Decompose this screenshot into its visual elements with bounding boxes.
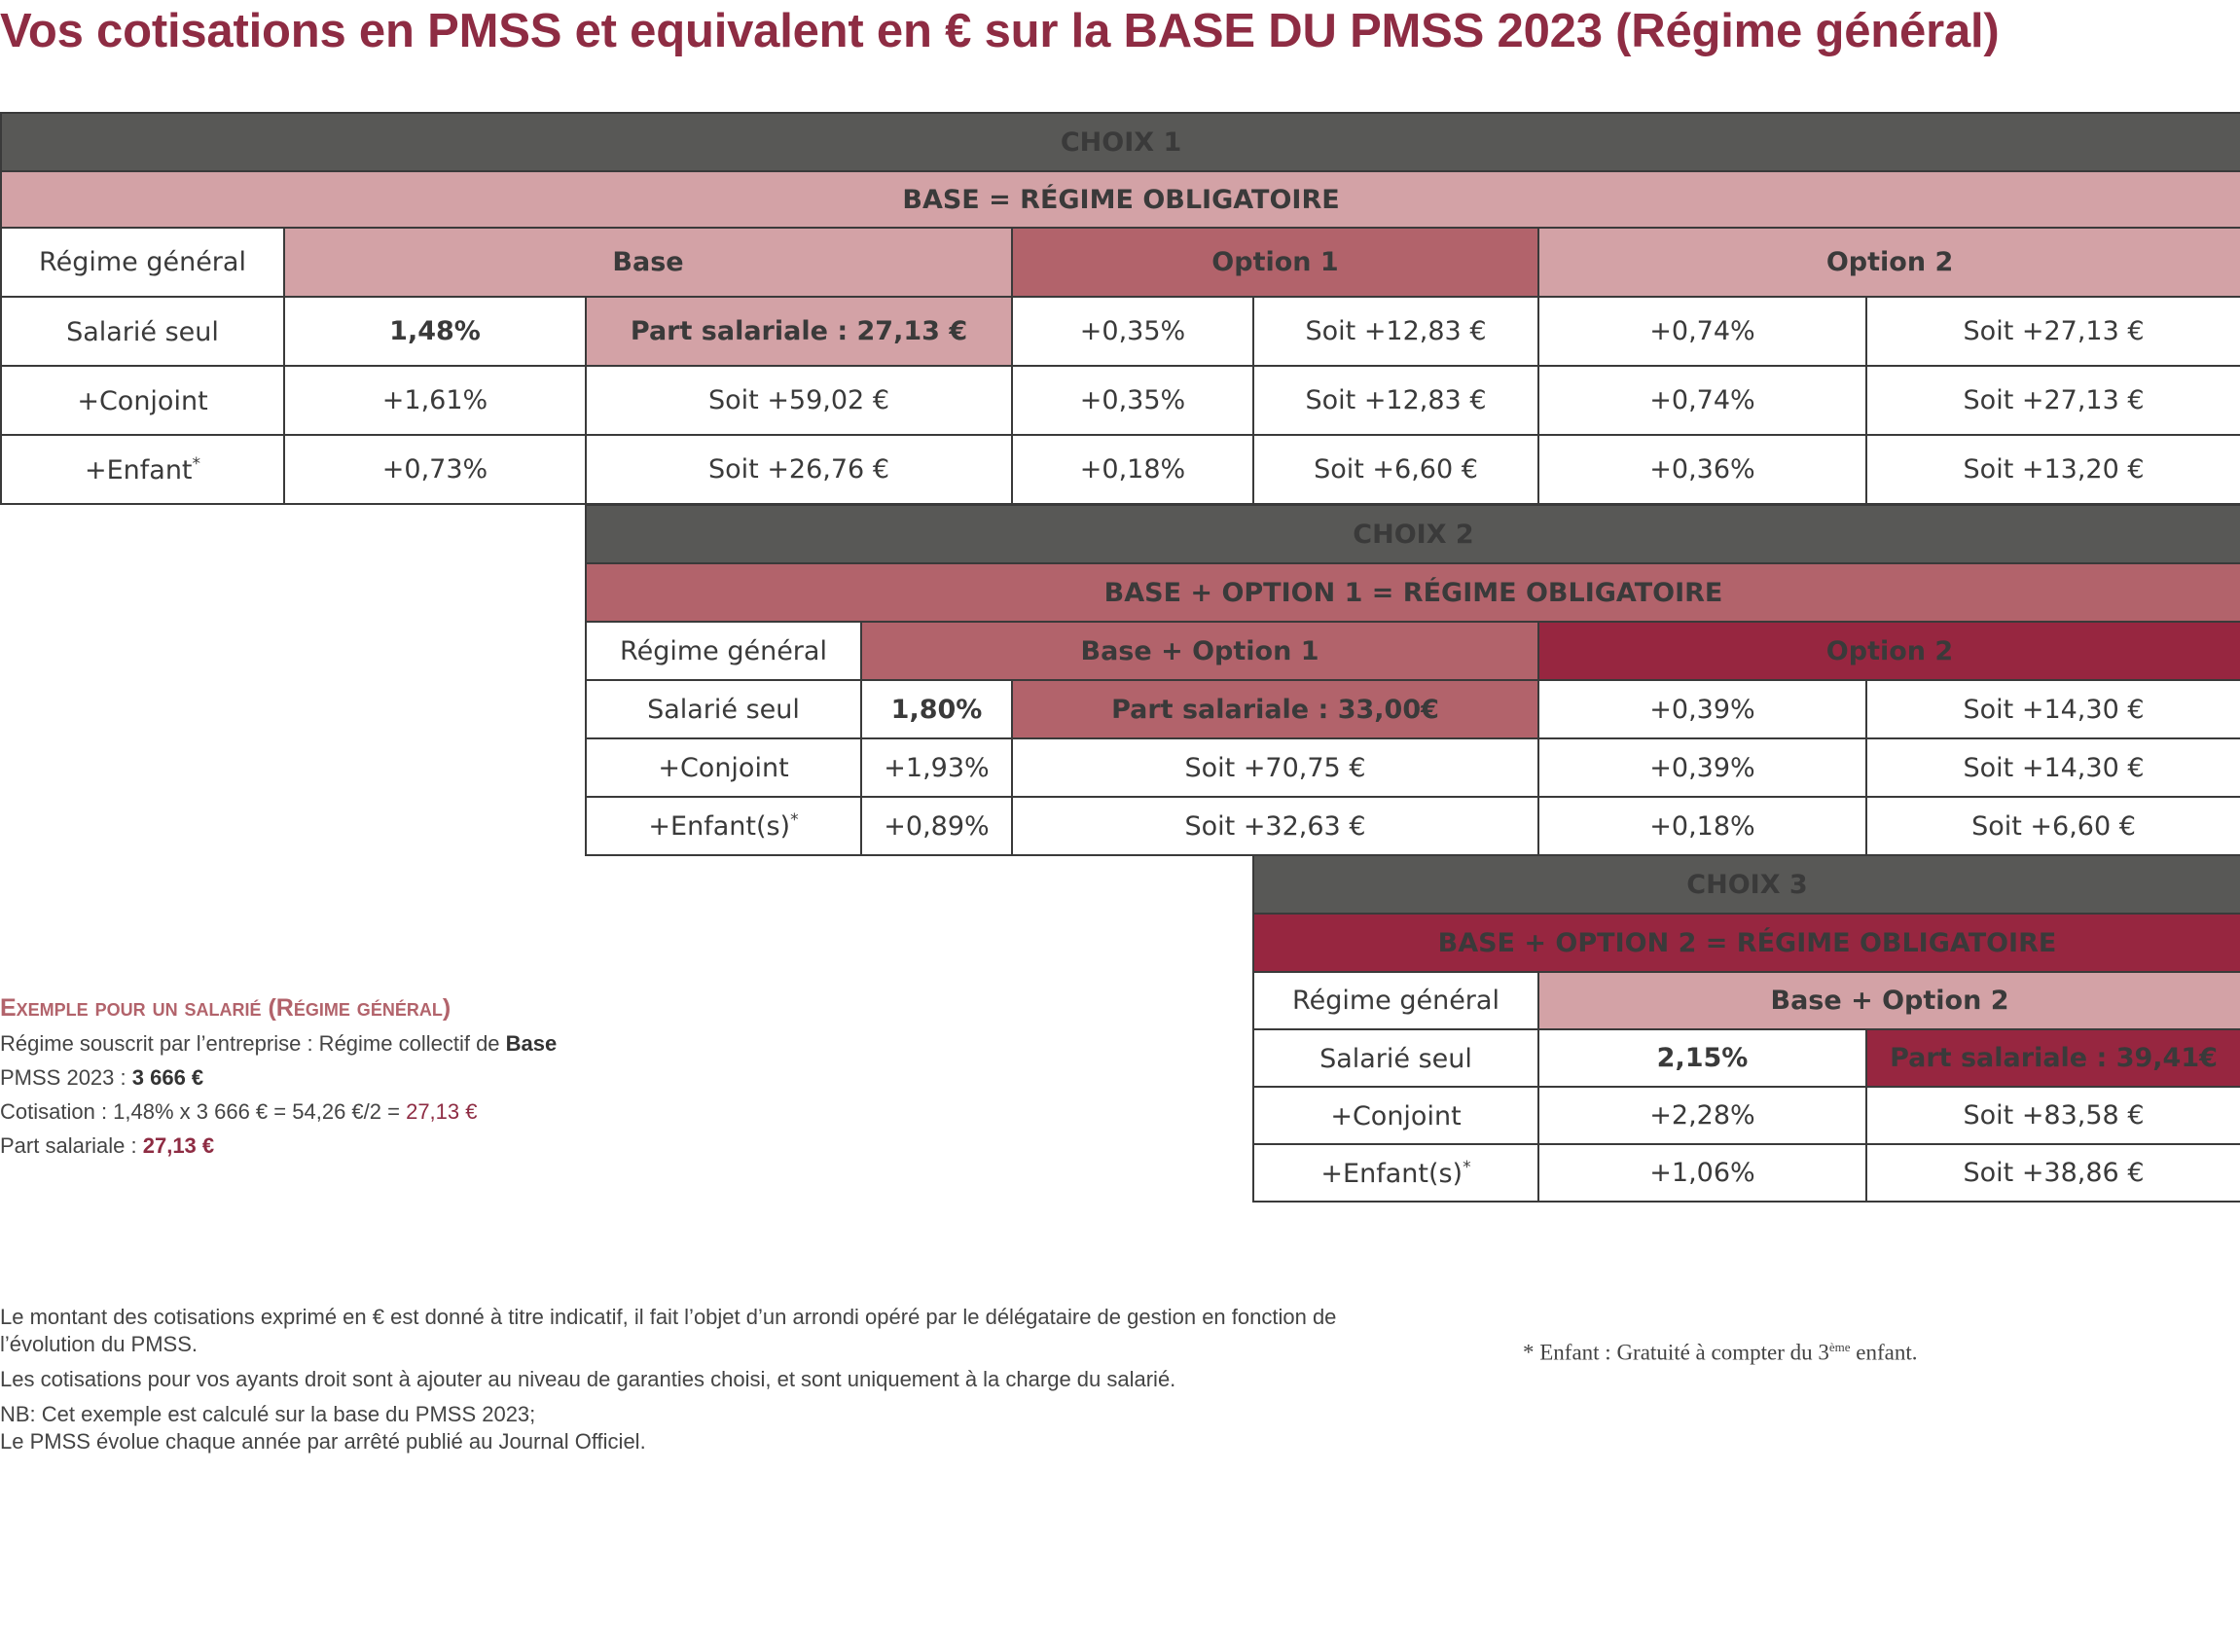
table-row: Salarié seul 1,80% Part salariale : 33,0… bbox=[585, 679, 2240, 739]
row-label: +Conjoint bbox=[1252, 1086, 1539, 1145]
note-nb: NB: Cet exemple est calculé sur la base … bbox=[0, 1402, 646, 1454]
row-label: Salarié seul bbox=[0, 296, 285, 367]
base-amount: Soit +59,02 € bbox=[585, 365, 1013, 436]
choix2-option2-header: Option 2 bbox=[1536, 621, 2240, 681]
example-line-part: Part salariale : 27,13 € bbox=[0, 1133, 215, 1158]
option2-rate: +0,18% bbox=[1537, 796, 1867, 856]
choix3-regime-label: Régime général bbox=[1252, 971, 1539, 1030]
footnote-enfant: * Enfant : Gratuité à compter du 3ème en… bbox=[1523, 1340, 1918, 1365]
example-line-regime: Régime souscrit par l’entreprise : Régim… bbox=[0, 1031, 558, 1056]
choix3-subheading: BASE + OPTION 2 = RÉGIME OBLIGATOIRE bbox=[1252, 913, 2240, 973]
base-rate: +2,28% bbox=[1537, 1086, 1867, 1145]
note-montant: Le montant des cotisations exprimé en € … bbox=[0, 1305, 1337, 1356]
example-title: Exemple pour un salarié (Régime général) bbox=[0, 994, 452, 1022]
choix2-regime-label: Régime général bbox=[585, 621, 862, 681]
part-salariale: Part salariale : 39,41€ bbox=[1865, 1028, 2240, 1088]
base-rate: +1,61% bbox=[283, 365, 587, 436]
option2-amount: Soit +14,30 € bbox=[1864, 737, 2240, 798]
choix2-subheading: BASE + OPTION 1 = RÉGIME OBLIGATOIRE bbox=[584, 562, 2240, 623]
choix2-base-header: Base + Option 1 bbox=[860, 621, 1539, 681]
option2-amount: Soit +14,30 € bbox=[1864, 679, 2240, 739]
option1-rate: +0,35% bbox=[1011, 296, 1254, 367]
option1-amount: Soit +12,83 € bbox=[1252, 296, 1539, 367]
table-row: +Enfant(s)* +1,06% Soit +38,86 € bbox=[1252, 1143, 2240, 1203]
base-rate: +1,06% bbox=[1537, 1143, 1867, 1203]
option2-rate: +0,36% bbox=[1537, 434, 1867, 505]
option2-rate: +0,39% bbox=[1537, 737, 1867, 798]
note-ayants-droit: Les cotisations pour vos ayants droit so… bbox=[0, 1367, 1176, 1391]
option2-amount: Soit +13,20 € bbox=[1864, 434, 2240, 505]
option1-amount: Soit +6,60 € bbox=[1252, 434, 1539, 505]
row-label: +Conjoint bbox=[585, 737, 862, 798]
row-label: +Conjoint bbox=[0, 365, 285, 436]
notes-block: Le montant des cotisations exprimé en € … bbox=[0, 1304, 1362, 1463]
table-row: +Conjoint +2,28% Soit +83,58 € bbox=[1252, 1086, 2240, 1145]
option2-rate: +0,74% bbox=[1537, 365, 1867, 436]
choix3-table: CHOIX 3 BASE + OPTION 2 = RÉGIME OBLIGAT… bbox=[1252, 854, 2240, 1203]
table-row: +Enfant(s)* +0,89% Soit +32,63 € +0,18% … bbox=[585, 796, 2240, 856]
option2-amount: Soit +6,60 € bbox=[1864, 796, 2240, 856]
option2-amount: Soit +27,13 € bbox=[1864, 365, 2240, 436]
base-amount: Soit +38,86 € bbox=[1865, 1143, 2240, 1203]
choix1-option2-header: Option 2 bbox=[1536, 227, 2240, 298]
row-label: +Enfant(s)* bbox=[1252, 1143, 1539, 1203]
table-row: Salarié seul 2,15% Part salariale : 39,4… bbox=[1252, 1028, 2240, 1088]
choix1-option1-header: Option 1 bbox=[1011, 227, 1539, 298]
base-rate: +0,73% bbox=[283, 434, 587, 505]
base-amount: Soit +32,63 € bbox=[1011, 796, 1539, 856]
choix1-subheading: BASE = RÉGIME OBLIGATOIRE bbox=[0, 170, 2240, 229]
base-amount: Soit +70,75 € bbox=[1011, 737, 1539, 798]
table-row: +Conjoint +1,93% Soit +70,75 € +0,39% So… bbox=[585, 737, 2240, 798]
base-amount: Soit +26,76 € bbox=[585, 434, 1013, 505]
option2-rate: +0,74% bbox=[1537, 296, 1867, 367]
choix3-heading: CHOIX 3 bbox=[1252, 854, 2240, 915]
base-amount: Soit +83,58 € bbox=[1865, 1086, 2240, 1145]
table-row: +Conjoint +1,61% Soit +59,02 € +0,35% So… bbox=[0, 365, 2240, 436]
page-title: Vos cotisations en PMSS et equivalent en… bbox=[0, 5, 2000, 57]
row-label: +Enfant* bbox=[0, 434, 285, 505]
option2-rate: +0,39% bbox=[1537, 679, 1867, 739]
example-line-cotisation: Cotisation : 1,48% x 3 666 € = 54,26 €/2… bbox=[0, 1099, 478, 1124]
option1-rate: +0,18% bbox=[1011, 434, 1254, 505]
option2-amount: Soit +27,13 € bbox=[1864, 296, 2240, 367]
choix2-heading: CHOIX 2 bbox=[584, 504, 2240, 564]
choix1-heading: CHOIX 1 bbox=[0, 112, 2240, 172]
part-salariale: Part salariale : 27,13 € bbox=[585, 296, 1013, 367]
row-label: Salarié seul bbox=[1252, 1028, 1539, 1088]
base-rate: 1,48% bbox=[283, 296, 587, 367]
option1-amount: Soit +12,83 € bbox=[1252, 365, 1539, 436]
table-row: +Enfant* +0,73% Soit +26,76 € +0,18% Soi… bbox=[0, 434, 2240, 505]
choix3-base-header: Base + Option 2 bbox=[1537, 971, 2240, 1030]
base-rate: 1,80% bbox=[860, 679, 1013, 739]
row-label: +Enfant(s)* bbox=[585, 796, 862, 856]
part-salariale: Part salariale : 33,00€ bbox=[1011, 679, 1539, 739]
base-rate: 2,15% bbox=[1537, 1028, 1867, 1088]
choix2-table: CHOIX 2 BASE + OPTION 1 = RÉGIME OBLIGAT… bbox=[584, 504, 2240, 856]
base-rate: +1,93% bbox=[860, 737, 1013, 798]
option1-rate: +0,35% bbox=[1011, 365, 1254, 436]
choix1-table: CHOIX 1 BASE = RÉGIME OBLIGATOIRE Régime… bbox=[0, 112, 2240, 505]
table-row: Salarié seul 1,48% Part salariale : 27,1… bbox=[0, 296, 2240, 367]
example-line-pmss: PMSS 2023 : 3 666 € bbox=[0, 1065, 204, 1090]
choix1-base-header: Base bbox=[283, 227, 1013, 298]
example-block: Exemple pour un salarié (Régime général)… bbox=[0, 994, 557, 1163]
base-rate: +0,89% bbox=[860, 796, 1013, 856]
choix1-regime-label: Régime général bbox=[0, 227, 285, 298]
row-label: Salarié seul bbox=[585, 679, 862, 739]
